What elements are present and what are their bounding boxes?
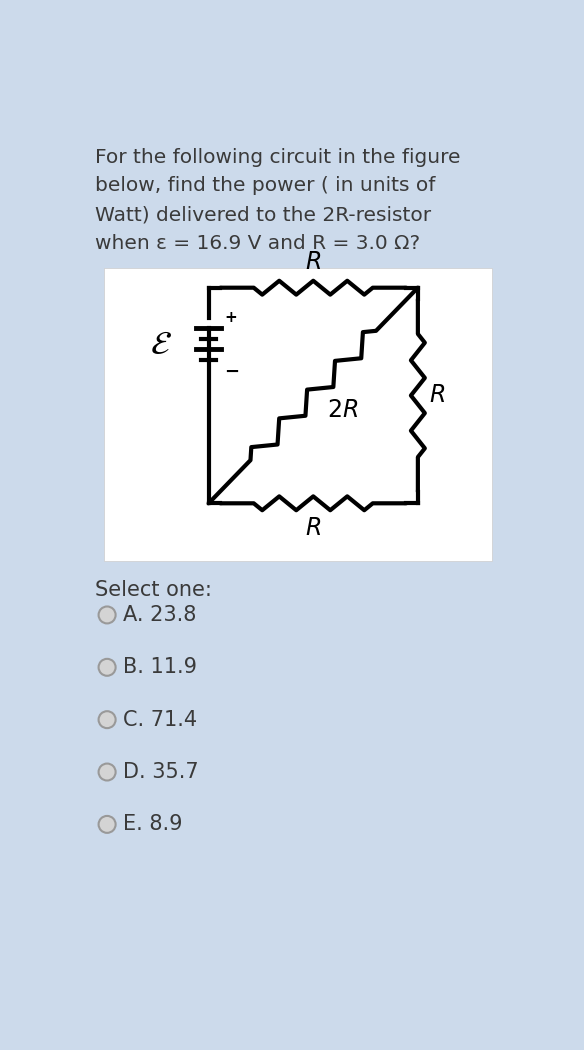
Circle shape bbox=[99, 816, 116, 833]
Text: A. 23.8: A. 23.8 bbox=[123, 605, 196, 625]
Text: $R$: $R$ bbox=[429, 384, 445, 407]
Text: $\mathcal{E}$: $\mathcal{E}$ bbox=[150, 329, 172, 361]
Circle shape bbox=[99, 711, 116, 728]
Text: −: − bbox=[224, 363, 239, 381]
Text: +: + bbox=[224, 310, 237, 324]
Text: $R$: $R$ bbox=[305, 251, 321, 274]
Text: D. 35.7: D. 35.7 bbox=[123, 762, 198, 782]
Text: Select one:: Select one: bbox=[95, 581, 211, 601]
Circle shape bbox=[99, 658, 116, 676]
Text: C. 71.4: C. 71.4 bbox=[123, 710, 197, 730]
FancyBboxPatch shape bbox=[104, 269, 492, 561]
Circle shape bbox=[99, 607, 116, 624]
Text: For the following circuit in the figure
below, find the power ( in units of
Watt: For the following circuit in the figure … bbox=[95, 148, 460, 253]
Text: $2R$: $2R$ bbox=[327, 399, 359, 422]
Text: B. 11.9: B. 11.9 bbox=[123, 657, 197, 677]
Text: $R$: $R$ bbox=[305, 518, 321, 540]
Text: E. 8.9: E. 8.9 bbox=[123, 815, 182, 835]
Circle shape bbox=[99, 763, 116, 780]
